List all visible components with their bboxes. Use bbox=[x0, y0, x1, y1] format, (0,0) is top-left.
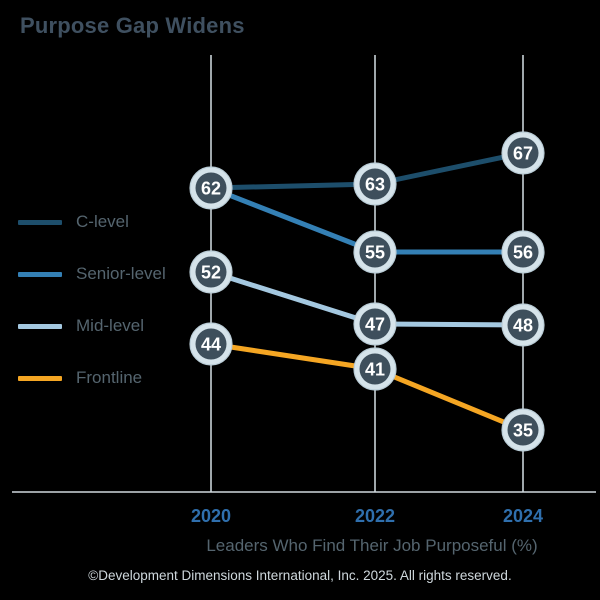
x-axis-tick-labels: 2020 2022 2024 bbox=[191, 506, 543, 526]
copyright-footer: ©Development Dimensions International, I… bbox=[88, 568, 512, 583]
legend-label-senior-level: Senior-level bbox=[76, 264, 166, 283]
legend-swatch-mid-level bbox=[18, 323, 62, 329]
series-segment-mid-level bbox=[208, 269, 378, 327]
marker-mid-level-2020[interactable] bbox=[195, 256, 227, 288]
series-segment-senior-level bbox=[208, 185, 378, 255]
chart-legend: C-level Senior-level Mid-level Frontline bbox=[18, 196, 198, 404]
series-segment-mid-level bbox=[372, 321, 526, 328]
legend-item-mid-level[interactable]: Mid-level bbox=[18, 300, 198, 352]
marker-value-c-level-2022: 63 bbox=[365, 175, 385, 195]
marker-value-frontline-2020: 44 bbox=[201, 335, 221, 355]
series-segment-frontline bbox=[208, 341, 378, 372]
x-tick-2022: 2022 bbox=[355, 506, 395, 526]
chart-series-lines bbox=[208, 150, 526, 433]
marker-c-level-2024[interactable] bbox=[507, 137, 539, 169]
marker-value-frontline-2022: 41 bbox=[365, 360, 385, 380]
marker-value-frontline-2024: 35 bbox=[513, 421, 533, 441]
series-segment-frontline bbox=[372, 366, 526, 433]
x-tick-2020: 2020 bbox=[191, 506, 231, 526]
legend-label-mid-level: Mid-level bbox=[76, 316, 145, 335]
legend-swatch-senior-level bbox=[18, 271, 62, 277]
marker-value-c-level-2024: 67 bbox=[513, 144, 533, 164]
marker-senior-level-2024[interactable] bbox=[507, 236, 539, 268]
legend-item-frontline[interactable]: Frontline bbox=[18, 352, 198, 404]
legend-item-c-level[interactable]: C-level bbox=[18, 196, 198, 248]
marker-frontline-2022[interactable] bbox=[359, 353, 391, 385]
chart-gridlines bbox=[210, 55, 524, 492]
series-segment-c-level bbox=[208, 181, 378, 191]
legend-swatch-c-level bbox=[18, 219, 62, 225]
legend-label-c-level: C-level bbox=[76, 212, 129, 231]
marker-frontline-2020[interactable] bbox=[195, 328, 227, 360]
marker-c-level-2020[interactable] bbox=[195, 172, 227, 204]
marker-value-mid-level-2024: 48 bbox=[513, 316, 533, 336]
marker-value-mid-level-2020: 52 bbox=[201, 263, 221, 283]
series-segment-c-level bbox=[372, 150, 526, 187]
legend-item-senior-level[interactable]: Senior-level bbox=[18, 248, 198, 300]
legend-swatch-frontline bbox=[18, 375, 62, 381]
x-axis-title: Leaders Who Find Their Job Purposeful (%… bbox=[206, 536, 537, 555]
page-title: Purpose Gap Widens bbox=[20, 13, 245, 38]
marker-value-c-level-2020: 62 bbox=[201, 179, 221, 199]
marker-value-mid-level-2022: 47 bbox=[365, 315, 385, 335]
x-tick-2024: 2024 bbox=[503, 506, 543, 526]
chart-data-markers: 62 63 67 55 56 52 47 48 44 41 35 bbox=[189, 131, 545, 452]
marker-value-senior-level-2024: 56 bbox=[513, 243, 533, 263]
marker-mid-level-2024[interactable] bbox=[507, 309, 539, 341]
marker-frontline-2024[interactable] bbox=[507, 414, 539, 446]
marker-mid-level-2022[interactable] bbox=[359, 308, 391, 340]
marker-c-level-2022[interactable] bbox=[359, 168, 391, 200]
legend-label-frontline: Frontline bbox=[76, 368, 143, 387]
marker-senior-level-2022[interactable] bbox=[359, 236, 391, 268]
marker-value-senior-level-2022: 55 bbox=[365, 243, 385, 263]
